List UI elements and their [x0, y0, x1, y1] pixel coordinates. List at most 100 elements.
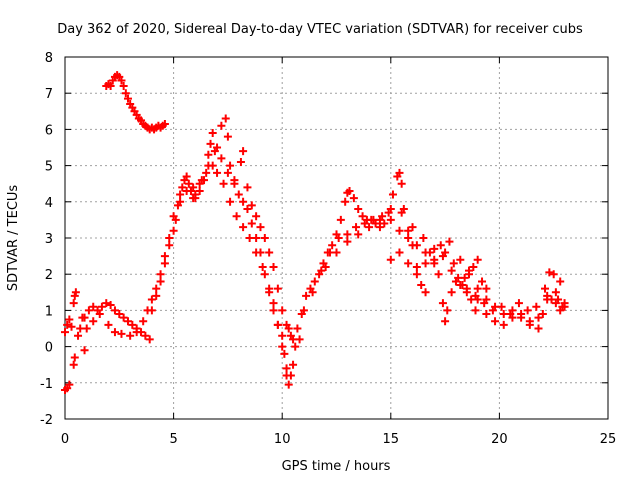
- data-point-seg-m: [517, 310, 526, 319]
- data-point-seg-g: [217, 154, 226, 163]
- data-point-seg-c: [147, 295, 156, 304]
- data-point-seg-k: [456, 255, 465, 264]
- data-point-seg-j: [425, 248, 434, 257]
- data-point-seg-j: [332, 248, 341, 257]
- data-point-seg-f: [239, 223, 248, 232]
- data-point-seg-e: [160, 259, 169, 268]
- data-point-seg-i: [434, 270, 443, 279]
- y-tick-label: 3: [45, 232, 53, 247]
- data-point-seg-f: [265, 284, 274, 293]
- data-point-seg-b: [89, 302, 98, 311]
- data-point-seg-a: [61, 328, 69, 337]
- data-point-seg-j: [471, 306, 480, 315]
- data-point-seg-i: [352, 223, 361, 232]
- data-point-seg-k: [556, 277, 565, 286]
- data-point-seg-h: [349, 194, 358, 203]
- y-tick-label: 0: [45, 341, 53, 356]
- data-point-seg-c: [110, 328, 119, 337]
- data-point-seg-i: [299, 306, 308, 315]
- data-point-seg-j: [454, 273, 463, 282]
- x-axis-label: GPS time / hours: [282, 459, 391, 474]
- data-point-seg-l: [532, 302, 541, 311]
- data-point-seg-e: [152, 291, 161, 300]
- data-point-seg-d: [121, 89, 130, 98]
- data-point-seg-l: [497, 302, 506, 311]
- data-point-seg-h: [310, 277, 319, 286]
- data-point-seg-h: [284, 324, 293, 333]
- data-point-seg-b: [115, 310, 124, 319]
- x-tick-label: 10: [274, 432, 291, 447]
- y-tick-label: 2: [45, 268, 53, 283]
- data-point-seg-i: [360, 219, 369, 228]
- data-point-seg-f: [232, 212, 241, 221]
- data-point-seg-f: [245, 234, 254, 242]
- data-point-seg-e: [243, 205, 252, 214]
- data-point-seg-j: [397, 208, 406, 217]
- data-point-seg-m: [508, 313, 517, 322]
- data-point-seg-j: [436, 241, 445, 250]
- data-point-seg-f: [213, 168, 222, 177]
- data-point-seg-e: [247, 219, 256, 228]
- data-point-seg-a: [65, 380, 74, 389]
- x-tick-label: 0: [61, 432, 69, 447]
- data-point-seg-g: [278, 306, 287, 315]
- data-point-seg-b: [110, 306, 119, 315]
- data-point-seg-a: [69, 299, 78, 308]
- data-point-seg-m: [543, 291, 552, 300]
- data-point-seg-e: [223, 132, 232, 141]
- data-point-seg-f: [273, 320, 282, 329]
- data-point-seg-h: [421, 288, 430, 297]
- data-point-seg-h: [417, 281, 426, 290]
- data-point-seg-e: [221, 114, 230, 123]
- data-point-seg-e: [169, 226, 178, 235]
- data-point-seg-i: [441, 317, 450, 326]
- data-point-seg-d: [117, 76, 126, 85]
- data-point-seg-i: [438, 299, 447, 308]
- data-point-seg-h: [397, 179, 406, 188]
- data-point-seg-d: [106, 81, 115, 90]
- data-point-seg-m: [482, 310, 491, 319]
- data-point-seg-g: [243, 183, 252, 192]
- data-point-seg-b: [123, 317, 132, 326]
- data-point-seg-f: [202, 168, 211, 177]
- data-point-seg-c: [89, 317, 98, 326]
- data-point-seg-m: [551, 299, 560, 308]
- data-point-seg-j: [419, 234, 428, 242]
- data-point-seg-e: [165, 241, 174, 250]
- data-point-seg-e: [206, 139, 215, 148]
- data-point-seg-g: [273, 284, 282, 293]
- data-point-seg-e: [176, 190, 185, 199]
- data-point-seg-i: [317, 266, 326, 275]
- data-point-seg-f: [258, 262, 267, 271]
- data-point-seg-e: [178, 183, 187, 192]
- x-tick-label: 25: [600, 432, 617, 447]
- y-tick-label: -2: [40, 413, 53, 428]
- data-point-seg-g: [291, 342, 300, 351]
- data-point-seg-m: [525, 317, 534, 326]
- data-point-seg-m: [556, 306, 565, 315]
- data-point-seg-c: [126, 331, 135, 340]
- data-point-seg-j: [354, 230, 363, 239]
- data-point-seg-i: [334, 234, 343, 242]
- data-point-seg-a: [80, 346, 89, 355]
- data-point-seg-b: [145, 335, 154, 344]
- data-point-seg-c: [95, 310, 104, 319]
- data-point-seg-g: [247, 201, 256, 210]
- tick-layer: 0 5 10 15 20 25 -2 -1 0 1 2 3 4 5 6 7 8: [40, 51, 616, 447]
- x-tick-label: 20: [491, 432, 508, 447]
- data-point-seg-a: [65, 315, 74, 324]
- data-point-seg-e: [282, 364, 291, 373]
- data-point-seg-f: [226, 197, 235, 206]
- data-point-seg-i: [308, 288, 317, 297]
- data-point-seg-b: [141, 331, 150, 340]
- data-point-seg-g: [260, 234, 269, 242]
- data-point-seg-c: [160, 252, 169, 261]
- data-point-seg-g: [204, 161, 213, 170]
- data-point-seg-l: [523, 306, 532, 315]
- data-point-seg-k: [447, 266, 456, 275]
- data-point-seg-g: [197, 176, 206, 185]
- data-point-seg-f: [219, 179, 228, 188]
- data-point-seg-i: [473, 255, 482, 264]
- data-point-seg-g: [236, 157, 245, 166]
